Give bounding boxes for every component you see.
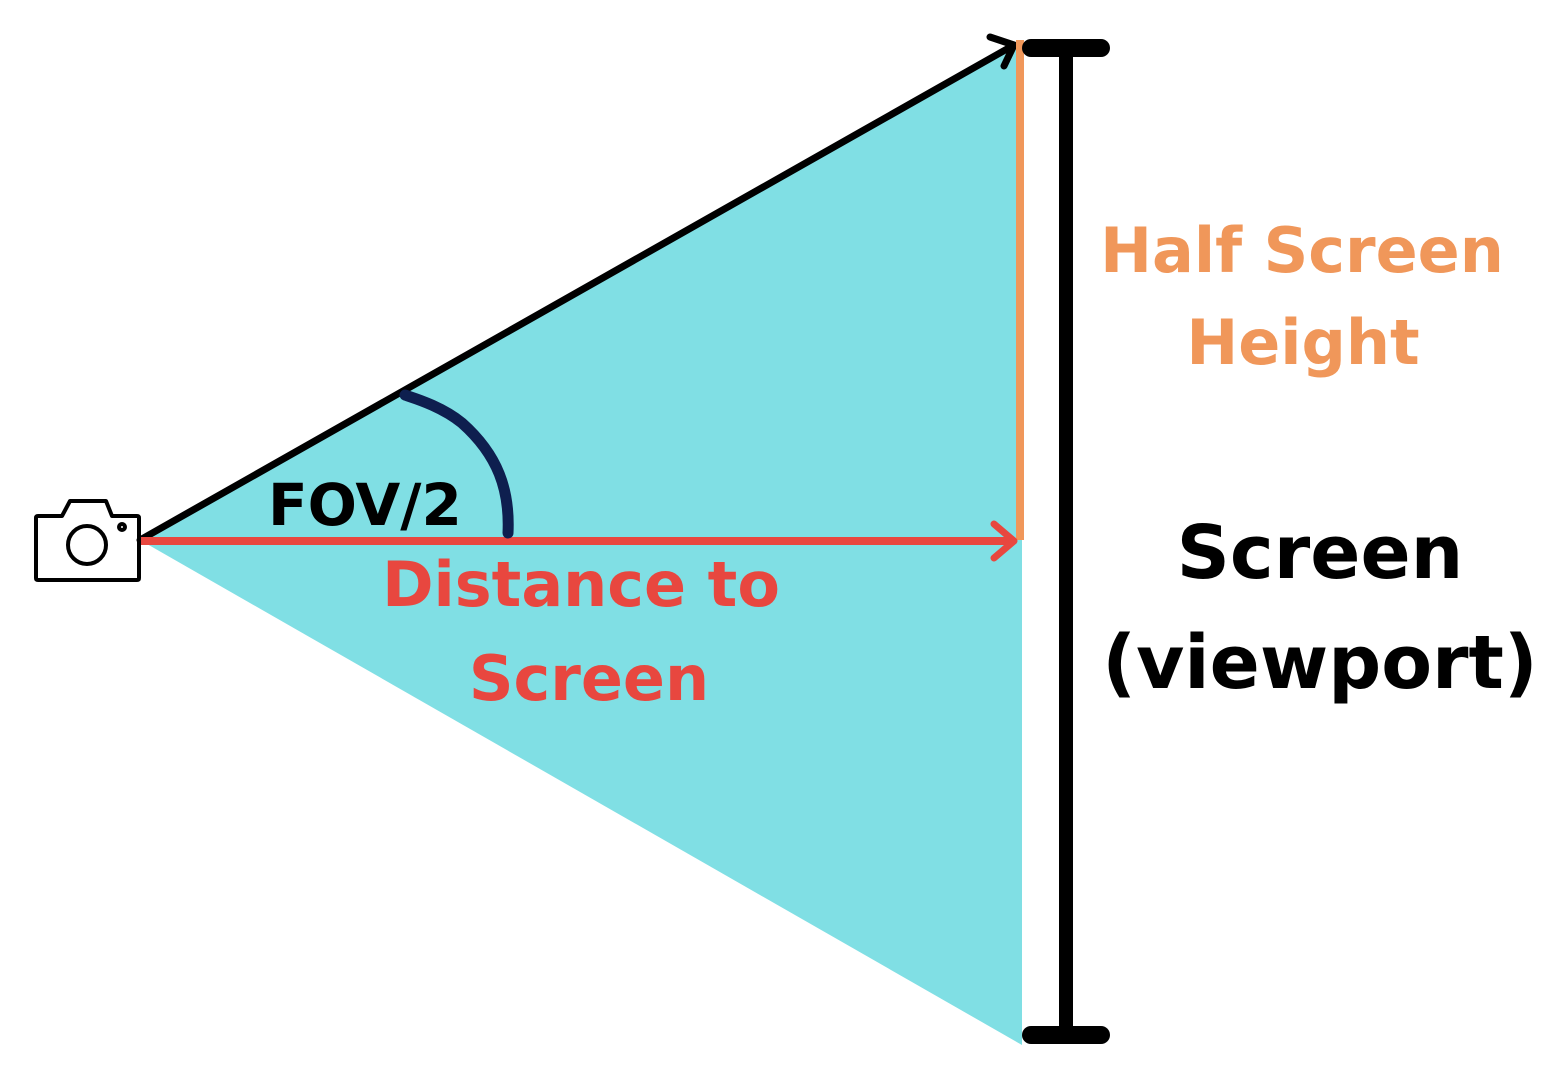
angle-arc — [399, 389, 514, 539]
half-height-label-line2: Height — [1186, 306, 1419, 379]
screen-label-line2: (viewport) — [1102, 620, 1537, 706]
angle-label: FOV/2 — [268, 471, 462, 539]
screen-label-line1: Screen — [1177, 510, 1464, 596]
distance-arrow — [140, 520, 1018, 562]
half-height-label-line1: Half Screen — [1100, 214, 1504, 287]
distance-label-line2: Screen — [469, 642, 709, 715]
distance-label-line1: Distance to — [382, 548, 780, 621]
camera-icon — [34, 499, 141, 582]
screen-bar — [1022, 39, 1110, 1044]
upper-view-ray — [136, 33, 1018, 544]
